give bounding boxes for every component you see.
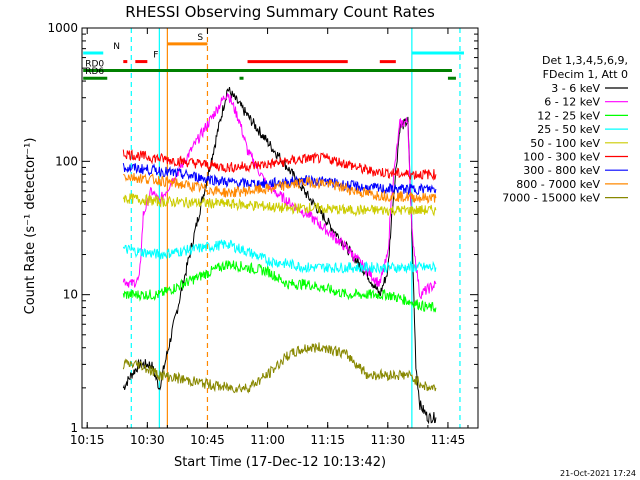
legend-header-0: Det 1,3,4,5,6,9,: [542, 54, 628, 67]
x-tick-label-2: 10:45: [190, 433, 225, 447]
series-line-8: [122, 342, 437, 394]
state-bar-label-0: F: [153, 51, 158, 61]
x-tick-label-1: 10:30: [130, 433, 165, 447]
legend-label-0: 3 - 6 keV: [551, 82, 600, 95]
legend-label-7: 800 - 7000 keV: [516, 178, 600, 191]
series-line-7: [122, 172, 437, 204]
footer-date: 21-Oct-2021 17:24: [560, 469, 636, 478]
legend-label-8: 7000 - 15000 keV: [502, 192, 600, 205]
series-line-0: [122, 86, 437, 425]
x-tick-label-4: 11:15: [310, 433, 345, 447]
series-line-3: [122, 239, 437, 275]
x-tick-label-5: 11:30: [371, 433, 406, 447]
legend-header-1: FDecim 1, Att 0: [543, 68, 628, 81]
series-lines: [122, 86, 437, 425]
x-axis-label: Start Time (17-Dec-12 10:13:42): [174, 455, 386, 470]
legend-label-1: 6 - 12 keV: [544, 96, 600, 109]
state-bar-label-1: N: [113, 42, 120, 52]
plot-frame: [81, 27, 479, 429]
y-tick-label-0: 1: [70, 421, 78, 435]
x-tick-label-0: 10:15: [70, 433, 105, 447]
state-bar-label-4: RD6: [85, 67, 104, 77]
state-bar-label-3: RD0: [85, 60, 104, 70]
x-tick-label-6: 11:45: [431, 433, 466, 447]
x-tick-labels: 10:15 10:30 10:45 11:00 11:15 11:30 11:45: [70, 28, 469, 447]
y-tick-label-1: 10: [63, 288, 78, 302]
y-tick-label-2: 100: [55, 154, 78, 168]
x-tick-label-3: 11:00: [250, 433, 285, 447]
state-bar-label-2: S: [197, 33, 203, 43]
y-axis-label: Count Rate (s⁻¹ detector⁻¹): [23, 138, 38, 315]
legend-label-2: 12 - 25 keV: [537, 109, 600, 122]
legend-label-3: 25 - 50 keV: [537, 123, 600, 136]
y-tick-label-3: 1000: [47, 21, 78, 35]
legend-label-6: 300 - 800 keV: [523, 164, 600, 177]
legend: Det 1,3,4,5,6,9,FDecim 1, Att 03 - 6 keV…: [502, 54, 628, 205]
series-line-5: [122, 149, 437, 181]
chart-title: RHESSI Observing Summary Count Rates: [125, 3, 435, 21]
legend-label-4: 50 - 100 keV: [530, 137, 600, 150]
series-line-2: [122, 260, 437, 313]
series-line-6: [122, 162, 437, 196]
vertical-markers: [130, 28, 461, 428]
axes: [81, 27, 479, 429]
y-tick-labels: 1 10 100 1000: [47, 21, 478, 435]
series-line-4: [122, 193, 437, 217]
series-line-1: [122, 93, 437, 300]
legend-label-5: 100 - 300 keV: [523, 151, 600, 164]
